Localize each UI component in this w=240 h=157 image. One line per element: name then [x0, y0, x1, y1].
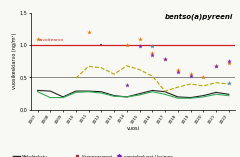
Text: tavoitearvo: tavoitearvo: [39, 38, 64, 42]
X-axis label: vuosi: vuosi: [127, 126, 140, 131]
Legend: Mäkelänkatu, Vartiokylä, pientaloalueet pk-seutu, liikenneasemat, Luukki, pienta: Mäkelänkatu, Vartiokylä, pientaloalueet …: [13, 155, 173, 157]
Text: bentso(a)pyreeni: bentso(a)pyreeni: [165, 14, 233, 20]
Y-axis label: vuosikeskiarvo (ng/m³): vuosikeskiarvo (ng/m³): [12, 33, 17, 89]
